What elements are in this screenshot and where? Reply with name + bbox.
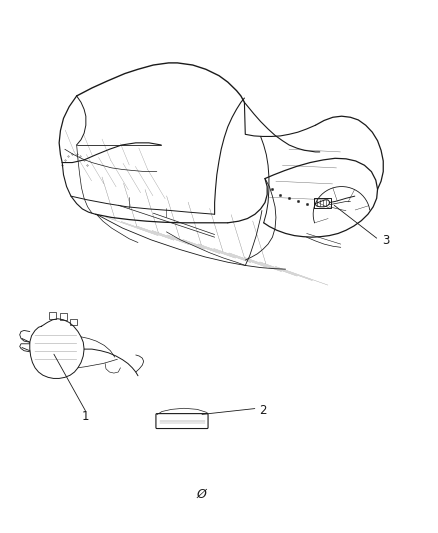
Text: Ø: Ø — [197, 488, 206, 501]
Bar — [49, 312, 56, 319]
Text: 3: 3 — [382, 235, 389, 247]
Bar — [60, 313, 67, 320]
Text: 1: 1 — [81, 410, 89, 423]
Text: 2: 2 — [259, 404, 267, 417]
Bar — [70, 319, 77, 325]
